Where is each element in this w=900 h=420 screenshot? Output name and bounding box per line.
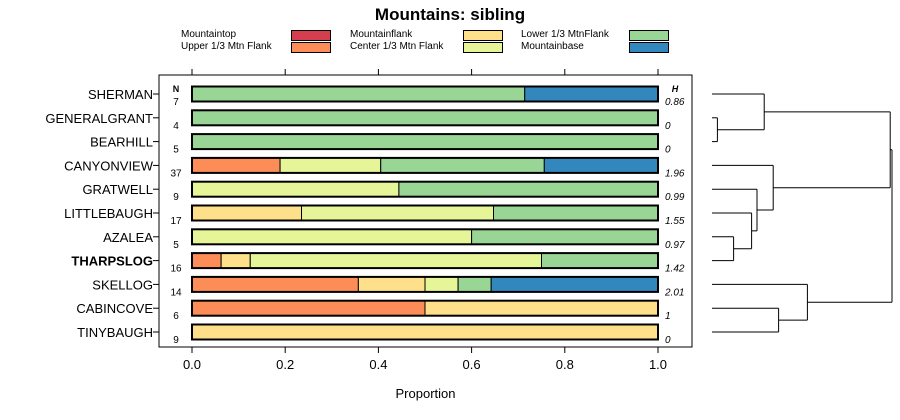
bar-segment <box>249 252 542 269</box>
h-value: 0 <box>665 335 671 346</box>
legend-label: Upper 1/3 Mtn Flank <box>181 41 272 52</box>
bar-outline <box>191 133 659 151</box>
n-value: 5 <box>173 145 179 156</box>
bar-segment <box>191 181 400 198</box>
bar-segment <box>543 157 659 174</box>
bar-outline <box>191 204 659 222</box>
x-tick-label: 1.0 <box>649 357 667 372</box>
bar-outline <box>191 180 659 198</box>
bar-segment <box>279 157 382 174</box>
x-tick-label: 0.6 <box>463 357 481 372</box>
bar-segment <box>191 276 359 293</box>
x-tick-label: 0.2 <box>276 357 294 372</box>
n-value: 7 <box>173 97 179 108</box>
bar-segment <box>191 300 426 317</box>
bar-outline <box>191 275 659 293</box>
n-value: 9 <box>173 192 179 203</box>
bar-segment <box>398 181 659 198</box>
bar-outline <box>191 228 659 246</box>
legend-swatch <box>291 30 331 41</box>
legend-label: Center 1/3 Mtn Flank <box>350 41 444 52</box>
bar-outline <box>191 323 659 341</box>
n-value: 37 <box>170 168 182 179</box>
bar-segment <box>541 252 659 269</box>
category-label: SKELLOG <box>92 277 153 292</box>
legend-label: Mountaintop <box>181 29 237 40</box>
x-axis-label: Proportion <box>396 386 456 401</box>
chart-title: Mountains: sibling <box>374 5 526 24</box>
n-value: 17 <box>170 216 182 227</box>
bar-segment <box>191 324 659 340</box>
x-tick-label: 0.0 <box>183 357 201 372</box>
n-value: 5 <box>173 240 179 251</box>
bar-segment <box>524 86 659 102</box>
h-value: 0 <box>665 145 671 156</box>
bar-segment <box>380 157 545 174</box>
bar-segment <box>301 205 495 221</box>
bar-segment <box>424 276 459 293</box>
category-label: SHERMAN <box>88 87 153 102</box>
legend-swatch <box>291 42 331 53</box>
bar-segment <box>191 109 659 126</box>
bar-segment <box>471 228 659 245</box>
h-value: 1 <box>665 311 671 322</box>
bar-outline <box>191 109 659 127</box>
bar-segment <box>457 276 492 293</box>
n-header: N <box>173 84 180 94</box>
n-value: 9 <box>173 335 179 346</box>
category-label: AZALEA <box>103 230 153 245</box>
bar-segment <box>191 86 526 102</box>
h-value: 1.96 <box>665 168 685 179</box>
bar-outline <box>191 85 659 103</box>
h-header: H <box>672 84 679 94</box>
h-value: 1.42 <box>665 264 685 275</box>
category-label: BEARHILL <box>90 135 153 150</box>
bar-segment <box>191 228 473 245</box>
bar-segment <box>191 157 281 174</box>
bar-outline <box>191 299 659 317</box>
h-value: 0.97 <box>665 240 685 251</box>
legend-swatch <box>463 42 503 53</box>
bar-segment <box>357 276 426 293</box>
h-value: 0.99 <box>665 192 685 203</box>
h-value: 2.01 <box>664 287 684 298</box>
category-label: CANYONVIEW <box>64 158 154 173</box>
bar-segment <box>191 252 222 269</box>
plot-panel <box>158 74 693 348</box>
bar-outline <box>191 156 659 174</box>
bar-outline <box>191 252 659 270</box>
category-label: LITTLEBAUGH <box>64 206 153 221</box>
legend-label: Mountainbase <box>521 41 584 52</box>
n-value: 4 <box>173 121 179 132</box>
category-label: GENERALGRANT <box>45 111 153 126</box>
category-label: GRATWELL <box>82 182 153 197</box>
legend-label: Lower 1/3 MtnFlank <box>521 29 609 40</box>
bar-segment <box>191 133 659 150</box>
category-label: CABINCOVE <box>76 301 153 316</box>
h-value: 0.86 <box>665 97 685 108</box>
legend-label: Mountainflank <box>350 29 413 40</box>
category-label: TINYBAUGH <box>77 325 153 340</box>
h-value: 0 <box>665 121 671 132</box>
bar-segment <box>490 276 659 293</box>
legend-swatch <box>629 42 669 53</box>
x-tick-label: 0.8 <box>556 357 574 372</box>
x-tick-label: 0.4 <box>369 357 387 372</box>
bar-segment <box>424 300 659 317</box>
h-value: 1.55 <box>665 216 685 227</box>
legend-swatch <box>463 30 503 41</box>
bar-segment <box>493 205 659 221</box>
n-value: 16 <box>170 264 182 275</box>
n-value: 14 <box>170 287 182 298</box>
category-label: THARPSLOG <box>71 254 153 269</box>
legend-swatch <box>629 30 669 41</box>
bar-segment <box>220 252 251 269</box>
bar-segment <box>191 205 303 221</box>
n-value: 6 <box>173 311 179 322</box>
